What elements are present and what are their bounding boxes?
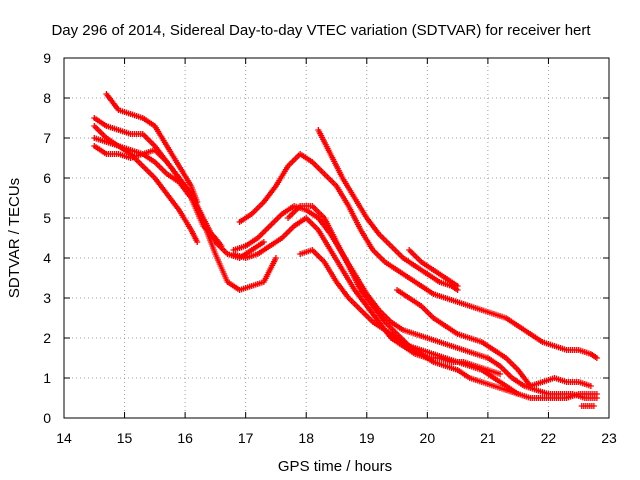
x-tick-label: 20 <box>420 430 436 446</box>
x-tick-label: 23 <box>601 430 617 446</box>
data-point-marker <box>593 355 600 361</box>
x-tick-label: 22 <box>541 430 557 446</box>
y-tick-label: 6 <box>43 170 51 186</box>
data-point-marker <box>515 391 522 397</box>
y-tick-label: 9 <box>43 50 51 66</box>
y-axis-label: SDTVAR / TECUs <box>6 178 23 298</box>
y-tick-label: 5 <box>43 210 51 226</box>
series-track-8 <box>406 247 461 289</box>
x-axis-label: GPS time / hours <box>278 458 392 475</box>
plot-frame <box>63 57 610 419</box>
data-point-marker <box>260 239 267 245</box>
x-tick-label: 19 <box>359 430 375 446</box>
y-tick-label: 4 <box>43 250 51 266</box>
series-track-1 <box>103 91 201 205</box>
series-track-13 <box>394 287 534 389</box>
series-track-10 <box>230 215 503 377</box>
series-track-4 <box>91 143 279 293</box>
y-tick-label: 2 <box>43 330 51 346</box>
y-tick-label: 3 <box>43 290 51 306</box>
x-tick-label: 14 <box>56 430 72 446</box>
y-tick-label: 0 <box>43 410 51 426</box>
data-point-marker <box>593 391 600 397</box>
series-track-6 <box>236 151 600 361</box>
series-track-11 <box>285 203 600 401</box>
series-track-14 <box>527 375 594 389</box>
x-tick-label: 15 <box>117 430 133 446</box>
x-tick-label: 21 <box>480 430 496 446</box>
data-point-marker <box>454 283 461 289</box>
series-track-5 <box>91 123 201 245</box>
series-track-2 <box>91 115 267 261</box>
chart-title: Day 296 of 2014, Sidereal Day-to-day VTE… <box>51 22 591 39</box>
series-track-7 <box>315 127 461 293</box>
x-tick-label: 17 <box>238 430 254 446</box>
data-point-marker <box>587 383 594 389</box>
data-series <box>91 91 600 409</box>
data-point-marker <box>272 255 279 261</box>
y-tick-label: 7 <box>43 130 51 146</box>
x-tick-label: 16 <box>177 430 193 446</box>
data-point-marker <box>218 243 225 249</box>
y-tick-label: 1 <box>43 370 51 386</box>
y-tick-label: 8 <box>43 90 51 106</box>
series-track-12 <box>297 247 522 397</box>
series-track-15 <box>578 403 597 409</box>
data-point-marker <box>590 403 597 409</box>
x-tick-label: 18 <box>298 430 314 446</box>
data-point-marker <box>194 239 201 245</box>
data-point-marker <box>497 371 503 377</box>
